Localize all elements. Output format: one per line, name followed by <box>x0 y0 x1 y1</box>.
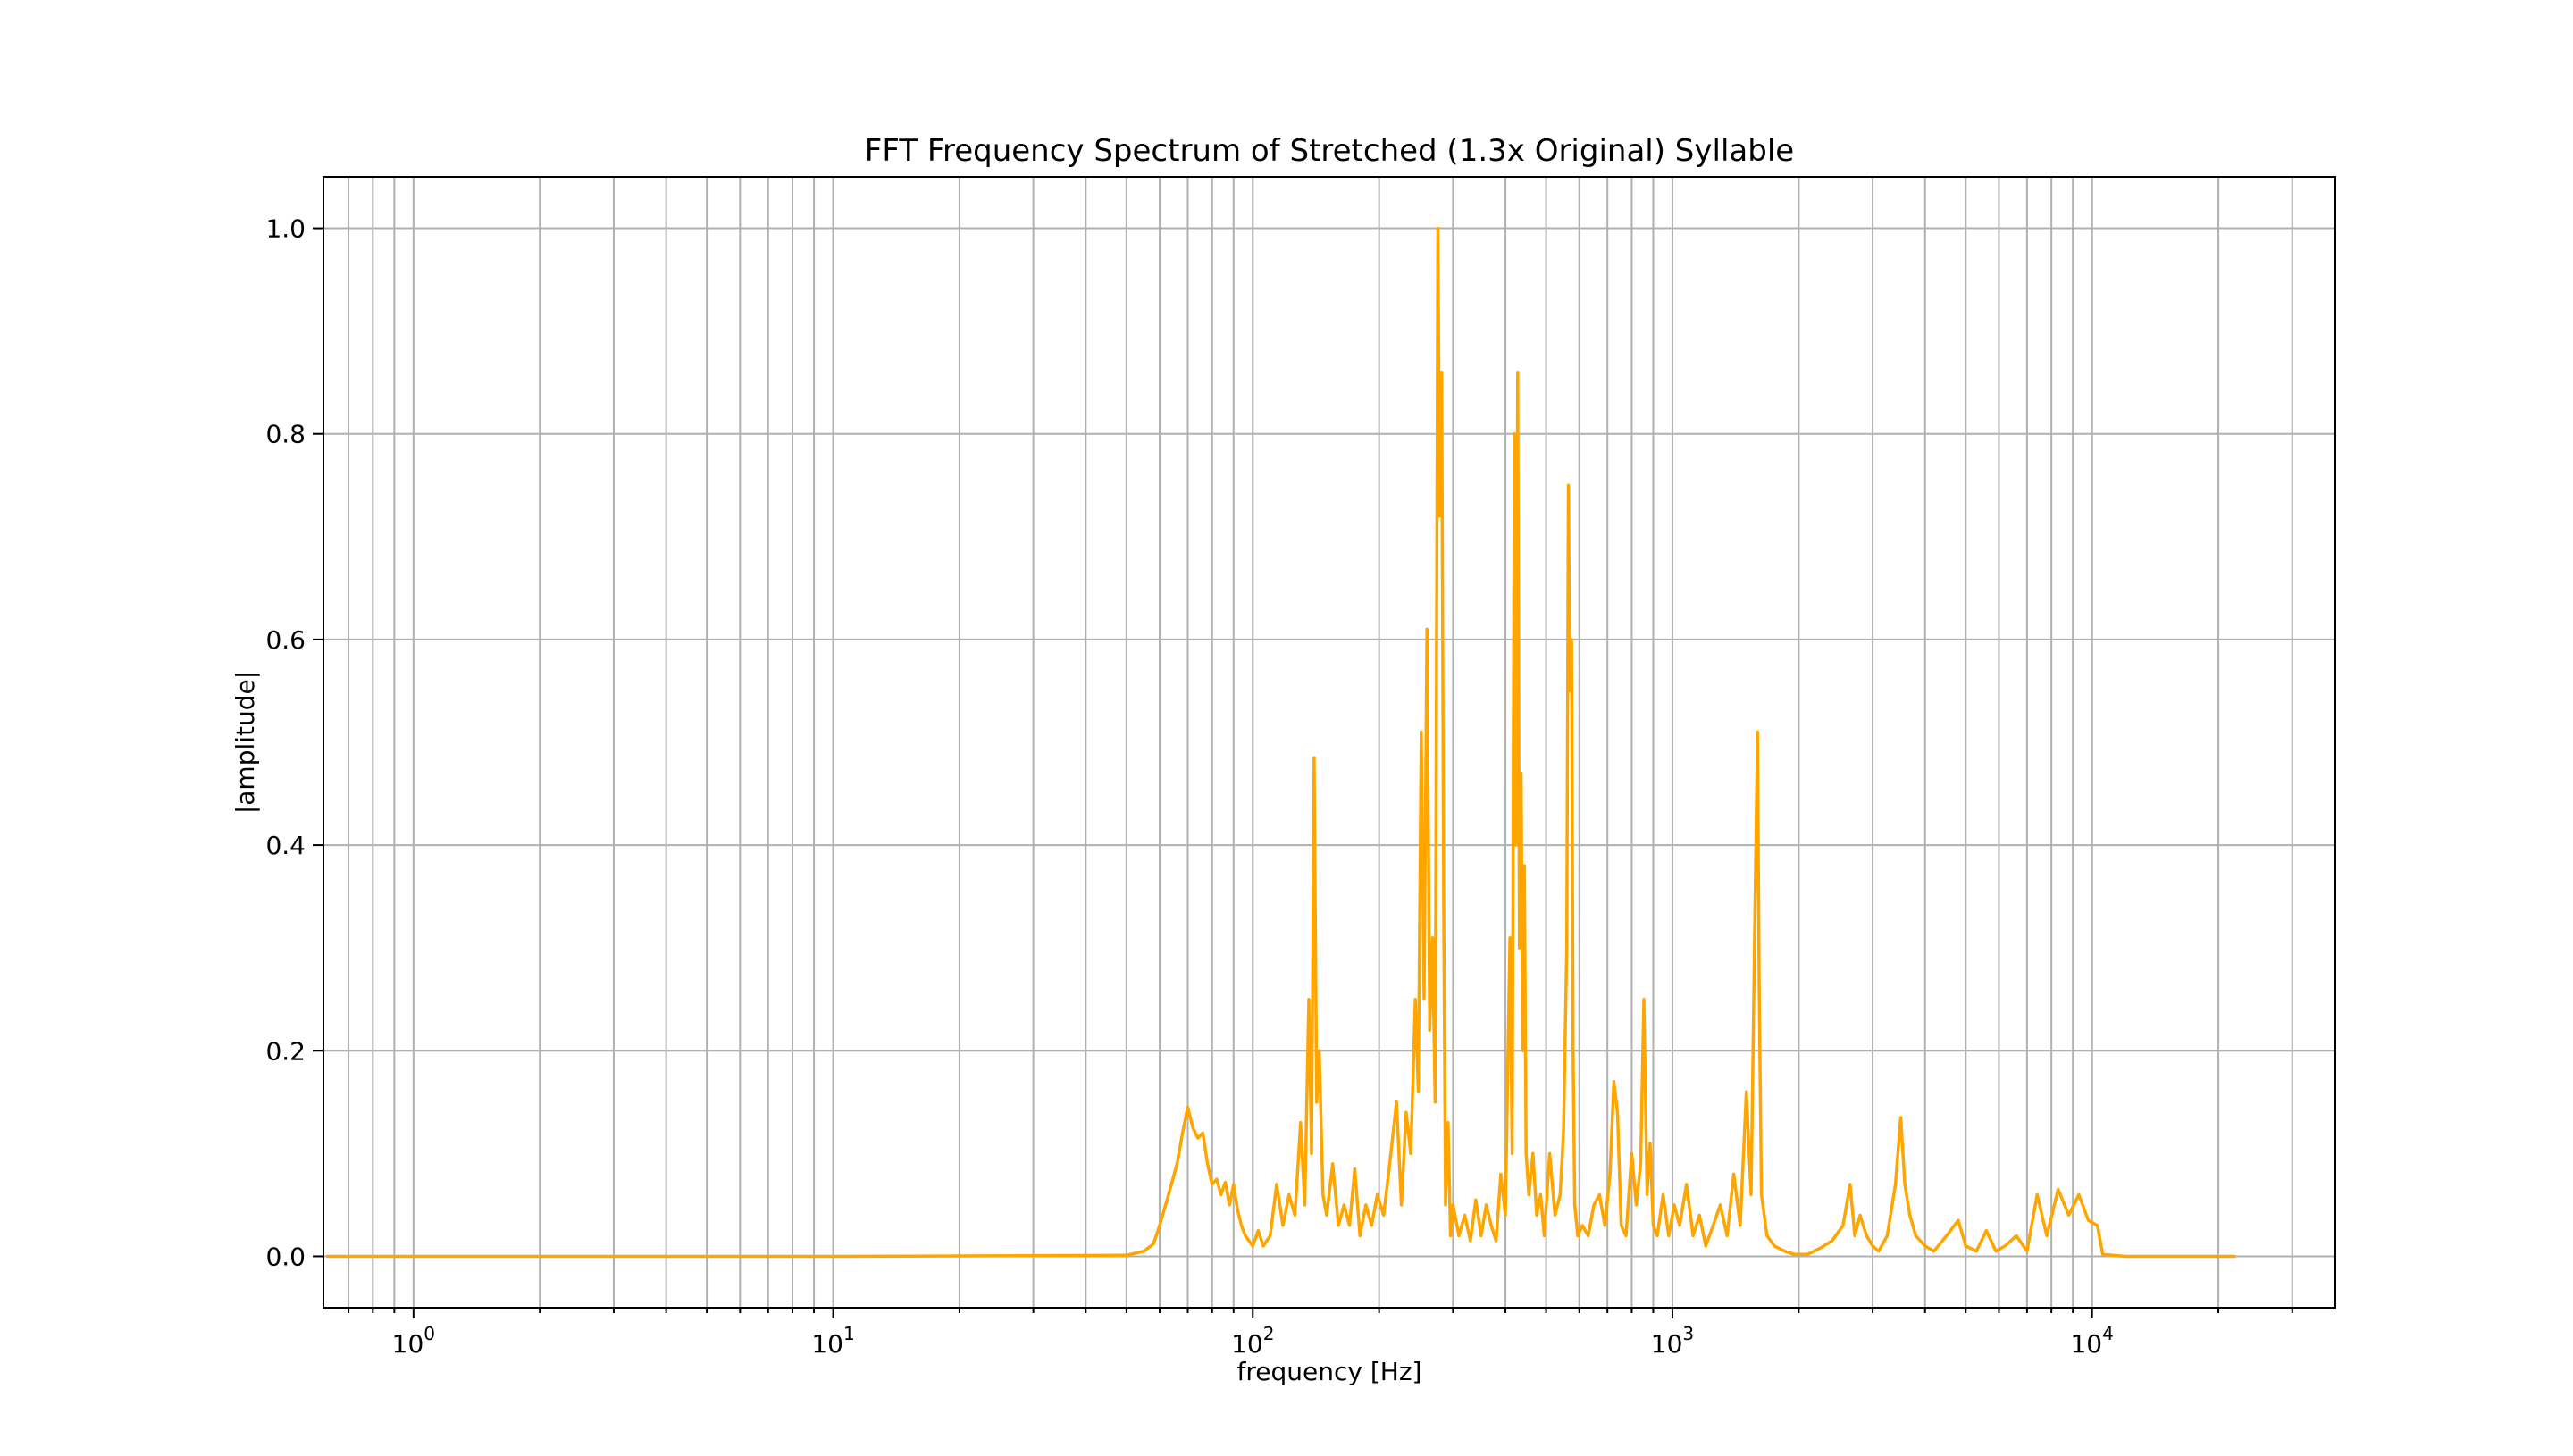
x-tick-base: 10 <box>2070 1329 2102 1359</box>
x-tick-exponent: 3 <box>1682 1323 1694 1344</box>
axes-frame <box>323 176 2336 1309</box>
y-tick-label: 0.2 <box>265 1036 306 1066</box>
y-tick-label: 0.6 <box>265 625 306 655</box>
x-tick-label: 102 <box>1231 1323 1274 1359</box>
y-tick-label: 0.8 <box>265 420 306 449</box>
y-tick-label: 0.4 <box>265 831 306 860</box>
x-tick-label: 104 <box>2070 1323 2113 1359</box>
x-tick-base: 10 <box>811 1329 843 1359</box>
x-axis-label: frequency [Hz] <box>1237 1357 1422 1386</box>
x-tick-label: 103 <box>1651 1323 1694 1359</box>
x-tick-base: 10 <box>1651 1329 1683 1359</box>
plot-area <box>326 226 2236 1259</box>
x-tick-exponent: 0 <box>423 1323 435 1344</box>
x-tick-exponent: 1 <box>843 1323 855 1344</box>
x-axis: 100 101 102 103 104 <box>348 1308 2293 1359</box>
y-tick-label: 1.0 <box>265 214 306 244</box>
y-tick-label: 0.0 <box>265 1242 306 1271</box>
y-axis-label: |amplitude| <box>230 671 260 814</box>
x-tick-label: 100 <box>392 1323 435 1359</box>
x-tick-exponent: 2 <box>1263 1323 1275 1344</box>
chart-title: FFT Frequency Spectrum of Stretched (1.3… <box>865 133 1794 169</box>
x-tick-label: 101 <box>811 1323 854 1359</box>
x-tick-base: 10 <box>392 1329 424 1359</box>
x-tick-exponent: 4 <box>2102 1323 2114 1344</box>
y-axis: 0.0 0.2 0.4 0.6 0.8 1.0 <box>265 214 323 1271</box>
x-tick-base: 10 <box>1231 1329 1263 1359</box>
spectrum-line <box>326 226 2236 1259</box>
grid <box>323 177 2335 1308</box>
